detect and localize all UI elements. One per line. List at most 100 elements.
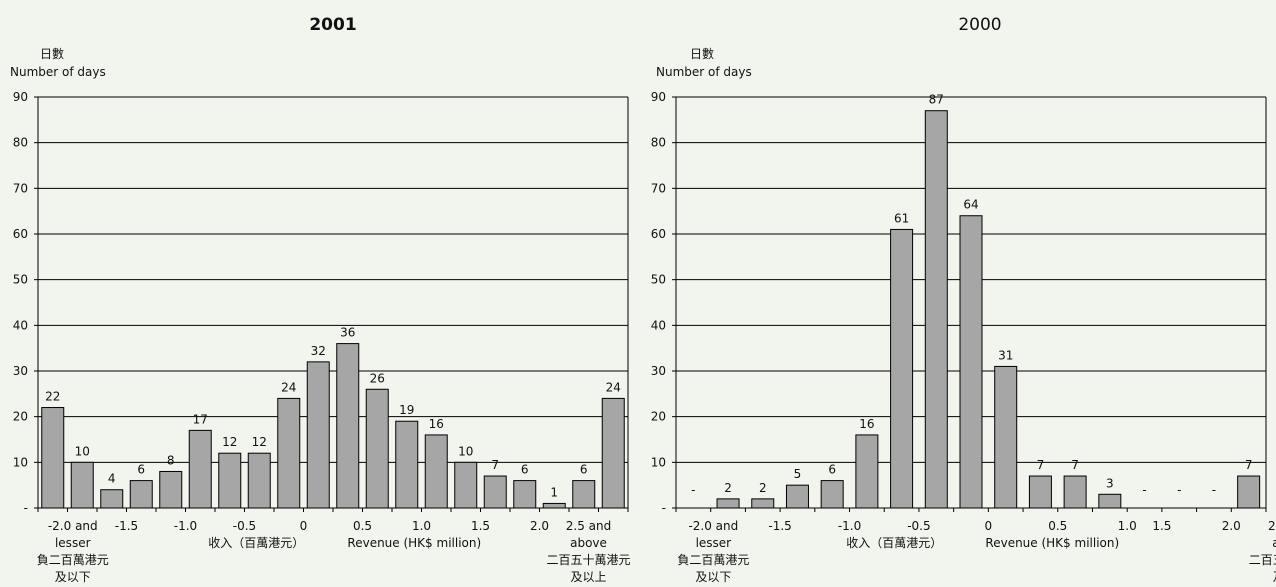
bar [820, 480, 844, 509]
bar-value-label: 6 [521, 463, 529, 477]
bar [785, 484, 809, 509]
y-tick-label: 90 [13, 90, 28, 104]
bar [395, 420, 419, 509]
bar-value-label: 26 [370, 371, 385, 385]
y-tick-label: 80 [651, 136, 666, 150]
bar-value-label: 6 [580, 463, 588, 477]
bar [1028, 475, 1052, 509]
y-tick-label: 40 [651, 318, 666, 332]
bar-value-label: 7 [1037, 458, 1045, 472]
y-tick-label: 50 [13, 273, 28, 287]
y-tick-label: - [662, 501, 666, 515]
x-tick-label: 1.0 [1118, 519, 1137, 533]
y-tick-label: 70 [13, 181, 28, 195]
bar [336, 343, 360, 509]
bar-value-label: 4 [108, 472, 116, 486]
bar-value-label: 61 [894, 211, 909, 225]
x-tick-label: 2.5 and [1268, 519, 1276, 533]
x-tick-label: -1.5 [768, 519, 791, 533]
y-axis-label: Number of days [656, 65, 752, 79]
x-tick-label: 0 [300, 519, 308, 533]
y-tick-label: 10 [651, 455, 666, 469]
bar [218, 452, 242, 509]
bar [424, 434, 448, 509]
x-tick-label: 2.5 and [566, 519, 611, 533]
bar [572, 480, 596, 509]
x-tick-label: -1.0 [838, 519, 861, 533]
bar-value-label: 6 [137, 463, 145, 477]
y-tick-label: 80 [13, 136, 28, 150]
x-high-end-label: above [1272, 536, 1276, 550]
y-tick-label: 60 [13, 227, 28, 241]
bar-value-label: 10 [75, 444, 90, 458]
bar [188, 429, 212, 509]
bar-value-label: 10 [458, 444, 473, 458]
bar-value-label: 8 [167, 453, 175, 467]
bar-value-label: 2 [759, 481, 767, 495]
y-axis-label: Number of days [10, 65, 106, 79]
bar-value-label: 19 [399, 403, 414, 417]
x-tick-label: -2.0 and [688, 519, 738, 533]
x-tick-label: 0.5 [1048, 519, 1067, 533]
bar-value-label: 17 [193, 412, 208, 426]
x-low-end-label: 負二百萬港元 [677, 553, 749, 567]
y-tick-label: 70 [651, 181, 666, 195]
bar [751, 498, 775, 509]
x-tick-label: 2.0 [530, 519, 549, 533]
x-axis-label-zh: 收入（百萬港元） [846, 536, 942, 550]
bar-value-label: 24 [606, 380, 621, 394]
y-tick-label: 40 [13, 318, 28, 332]
bar [1098, 493, 1122, 509]
x-tick-label: -1.5 [115, 519, 138, 533]
y-tick-label: 30 [651, 364, 666, 378]
y-tick-label: 30 [13, 364, 28, 378]
x-low-end-label: 及以下 [55, 570, 91, 584]
bar-value-label: 7 [1245, 458, 1253, 472]
bar-value-label: - [691, 483, 695, 497]
x-high-end-label: 二百五十萬港元 [1249, 553, 1276, 567]
bar-value-label: - [1142, 483, 1146, 497]
x-tick-label: 1.5 [1152, 519, 1171, 533]
x-low-end-label: lesser [55, 536, 91, 550]
x-high-end-label: 二百五十萬港元 [546, 553, 630, 567]
x-tick-label: 0.5 [353, 519, 372, 533]
bar [41, 407, 65, 509]
bar [1063, 475, 1087, 509]
y-tick-label: 10 [13, 455, 28, 469]
y-tick-label: - [24, 501, 28, 515]
bar-value-label: 7 [1071, 458, 1079, 472]
bar-value-label: 32 [311, 344, 326, 358]
y-tick-label: 90 [651, 90, 666, 104]
bar-value-label: 87 [929, 93, 944, 107]
bar [483, 475, 507, 509]
bar [100, 489, 124, 509]
x-tick-label: 1.5 [471, 519, 490, 533]
x-tick-label: -0.5 [907, 519, 930, 533]
x-axis-label-zh: 收入（百萬港元） [208, 536, 304, 550]
bar [890, 228, 914, 509]
chart-title: 2001 [309, 15, 356, 35]
x-tick-label: -0.5 [233, 519, 256, 533]
x-high-end-label: above [570, 536, 607, 550]
y-axis-label-zh: 日數 [40, 47, 64, 61]
bar-value-label: 36 [340, 326, 355, 340]
bar-value-label: 1 [550, 485, 558, 499]
y-tick-label: 20 [13, 410, 28, 424]
x-tick-label: -1.0 [174, 519, 197, 533]
bar-value-label: - [1177, 483, 1181, 497]
chart-title: 2000 [958, 15, 1001, 35]
bar [70, 461, 94, 509]
x-high-end-label: 及以上 [1273, 570, 1276, 584]
bar-value-label: 12 [222, 435, 237, 449]
y-tick-label: 20 [651, 410, 666, 424]
y-tick-label: 60 [651, 227, 666, 241]
bar-value-label: 6 [828, 463, 836, 477]
bar [306, 361, 330, 509]
bar [542, 502, 566, 509]
bar [365, 388, 389, 509]
bar-value-label: - [1212, 483, 1216, 497]
bar-value-label: 64 [963, 198, 978, 212]
bar-value-label: 16 [429, 417, 444, 431]
